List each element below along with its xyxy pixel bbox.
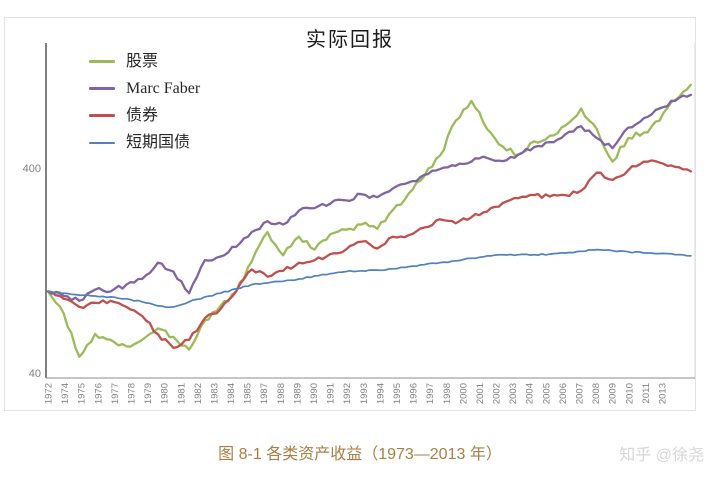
x-tick-label: 1981 <box>176 383 187 404</box>
x-tick-label: 2011 <box>641 383 652 403</box>
legend-swatch-t-bills-icon <box>89 141 115 144</box>
x-tick-label: 2005 <box>541 383 552 404</box>
watermark: 知乎 @徐尧 <box>619 447 704 464</box>
x-tick-label: 2002 <box>492 383 503 404</box>
y-tick-label: 400 <box>23 163 41 175</box>
legend-label-marc-faber: Marc Faber <box>126 79 201 97</box>
x-tick-label: 1972 <box>44 383 55 404</box>
legend: 股票 Marc Faber 债券 短期国债 <box>89 48 200 156</box>
legend-item-t-bills: 短期国债 <box>89 129 200 156</box>
x-tick-label: 1976 <box>93 383 104 404</box>
x-tick-label: 2013 <box>658 383 669 404</box>
chart-title: 实际回报 <box>306 29 394 51</box>
x-tick-label: 2010 <box>624 383 635 404</box>
legend-item-marc-faber: Marc Faber <box>89 75 200 102</box>
legend-swatch-marc-faber-icon <box>89 87 115 90</box>
x-tick-label: 2008 <box>591 383 602 404</box>
x-tick-label: 2007 <box>575 383 586 404</box>
x-tick-label: 1979 <box>143 383 154 404</box>
y-tick-label: 40 <box>29 368 41 380</box>
series-line-stocks <box>46 83 693 358</box>
x-tick-label: 1978 <box>126 383 137 404</box>
legend-label-stocks: 股票 <box>126 52 159 70</box>
x-tick-label: 1977 <box>110 383 121 404</box>
x-tick-label: 1989 <box>292 383 303 404</box>
x-tick-label: 2004 <box>525 383 536 404</box>
x-tick-label: 1985 <box>243 383 254 404</box>
series-line-t-bills <box>47 248 692 309</box>
x-tick-label: 2003 <box>508 383 519 404</box>
figure-caption: 图 8-1 各类资产收益（1973—2013 年） <box>218 446 502 463</box>
x-tick-label: 2001 <box>475 383 486 404</box>
x-tick-label: 1996 <box>409 383 420 404</box>
legend-label-t-bills: 短期国债 <box>126 133 191 151</box>
x-tick-label: 1998 <box>442 383 453 404</box>
x-tick-label: 1980 <box>160 383 171 404</box>
x-tick-label: 1990 <box>309 383 320 404</box>
series-line-marc-faber <box>46 93 693 302</box>
x-tick-label: 1974 <box>60 383 71 404</box>
legend-swatch-stocks-icon <box>89 60 115 63</box>
x-tick-label: 1988 <box>276 383 287 404</box>
x-tick-label: 1975 <box>77 383 88 404</box>
x-tick-label: 1997 <box>425 383 436 404</box>
legend-item-bonds: 债券 <box>89 102 200 129</box>
x-tick-label: 2009 <box>608 383 619 404</box>
chart-card: 实际回报 股票 Marc Faber 债券 短期国债 40 400 1972 1974… <box>4 17 696 411</box>
x-tick-label: 1983 <box>209 383 220 404</box>
x-tick-label: 1993 <box>359 383 370 404</box>
series-line-bonds <box>46 159 693 350</box>
x-tick-label: 2006 <box>558 383 569 404</box>
x-tick-label: 1995 <box>392 383 403 404</box>
x-tick-label: 1994 <box>375 383 386 404</box>
x-tick-label: 2000 <box>458 383 469 404</box>
x-tick-label: 1992 <box>342 383 353 404</box>
legend-label-bonds: 债券 <box>126 106 159 124</box>
plot-area: 40 400 1972 1974 1975 1976 1977 1978 1979 1980 198… <box>23 43 695 404</box>
x-tick-label: 1984 <box>226 383 237 404</box>
x-tick-label: 1991 <box>326 383 337 404</box>
legend-swatch-bonds-icon <box>89 114 115 117</box>
legend-item-stocks: 股票 <box>89 48 200 75</box>
x-tick-label: 1982 <box>193 383 204 404</box>
x-tick-label: 1987 <box>259 383 270 404</box>
